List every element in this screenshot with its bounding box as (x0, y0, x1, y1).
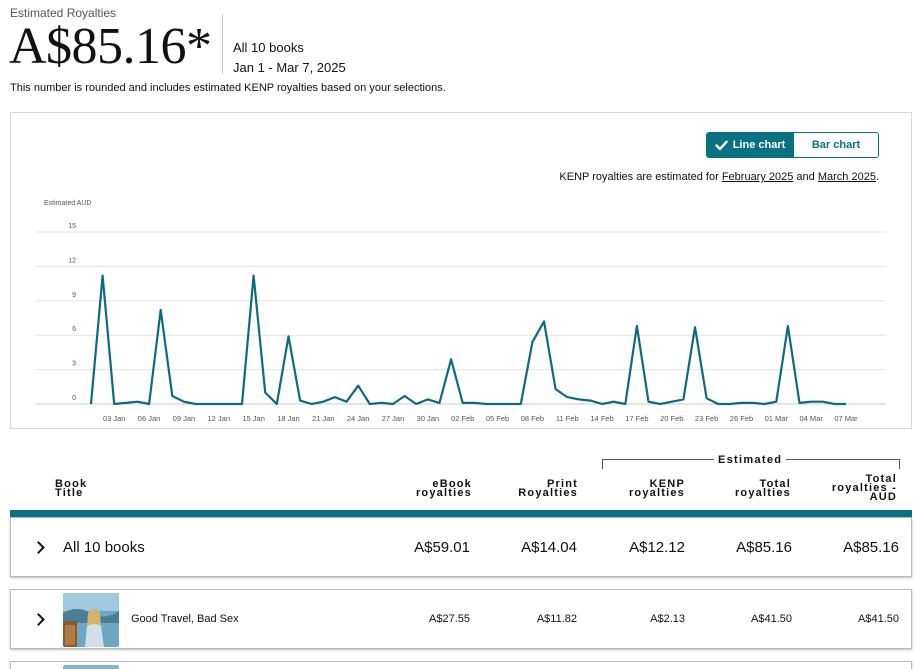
line-chart-button[interactable]: Line chart (707, 133, 793, 157)
header-divider (222, 14, 223, 74)
row-total-royalties: A$85.16 (736, 539, 792, 556)
column-header-total-royalties: royalties (734, 487, 791, 499)
x-tick-label: 24 Jan (347, 414, 370, 423)
table-row-book[interactable] (10, 661, 912, 669)
x-tick-label: 11 Feb (556, 414, 579, 423)
column-header-print-royalties: Royalties (518, 487, 578, 499)
chart-panel (10, 112, 912, 429)
column-header-print: Print (546, 478, 578, 490)
column-header-aud: AUD (869, 491, 897, 503)
kenp-note-suffix: . (875, 171, 879, 183)
x-tick-label: 26 Feb (730, 414, 753, 423)
x-tick-label: 15 Jan (242, 414, 265, 423)
x-tick-label: 17 Feb (625, 414, 648, 423)
x-tick-label: 06 Jan (138, 414, 161, 423)
bar-chart-button[interactable]: Bar chart (793, 133, 878, 157)
x-tick-label: 07 Mar (834, 414, 858, 423)
march-2025-link[interactable]: March 2025 (817, 171, 876, 183)
row-total-royalties-aud: A$41.50 (858, 613, 899, 625)
x-tick-label: 04 Mar (799, 414, 823, 423)
book-cover-thumbnail[interactable] (63, 593, 119, 647)
line-chart-label: Line chart (732, 139, 786, 151)
table-row-all-books[interactable]: All 10 books A$59.01 A$14.04 A$12.12 A$8… (10, 517, 912, 577)
royalties-line-chart: Estimated AUD 0 3 6 9 12 15 03 Jan 06 Jan 09 Ja… (36, 200, 886, 423)
x-tick-label: 23 Feb (695, 414, 718, 423)
row-title[interactable]: Good Travel, Bad Sex (131, 613, 239, 625)
row-total-royalties: A$41.50 (751, 613, 792, 625)
book-cover-image (63, 593, 119, 647)
y-axis-title: Estimated AUD (44, 200, 91, 207)
x-tick-label: 30 Jan (417, 414, 440, 423)
x-tick-label: 01 Mar (765, 414, 789, 423)
x-tick-label: 08 Feb (521, 414, 544, 423)
row-total-royalties-aud: A$85.16 (843, 539, 899, 556)
column-header-ebook: eBook (432, 478, 472, 490)
february-2025-link[interactable]: February 2025 (721, 171, 794, 183)
series-line-estimated-aud (89, 274, 846, 406)
y-tick-label: 12 (68, 257, 76, 264)
estimated-royalties-label: Estimated Royalties (10, 6, 117, 20)
chart-type-toggle: Line chart Bar chart (706, 132, 879, 158)
x-tick-label: 27 Jan (382, 414, 405, 423)
rounding-note: This number is rounded and includes esti… (10, 82, 446, 94)
x-tick-label: 03 Jan (103, 414, 126, 423)
x-tick-label: 14 Feb (590, 414, 613, 423)
column-header-total-aud: Total (865, 473, 897, 485)
chevron-right-icon[interactable] (32, 541, 45, 554)
table-row-book[interactable]: Good Travel, Bad Sex A$27.55 A$11.82 A$2… (10, 589, 912, 649)
chevron-right-icon[interactable] (32, 613, 45, 626)
row-ebook-royalties: A$59.01 (414, 539, 470, 556)
y-tick-label: 15 (68, 223, 76, 230)
x-tick-label: 12 Jan (208, 414, 231, 423)
column-header-book: Book (55, 478, 88, 490)
row-kenp-royalties: A$2.13 (650, 613, 685, 625)
royalties-amount: A$85.16* (9, 18, 212, 75)
column-header-ebook-royalties: royalties (415, 487, 472, 499)
y-tick-label: 6 (72, 326, 76, 333)
kenp-estimate-note: KENP royalties are estimated for Februar… (559, 171, 879, 183)
books-scope-label: All 10 books (233, 40, 304, 55)
x-tick-label: 20 Feb (660, 414, 683, 423)
x-tick-label: 21 Jan (312, 414, 335, 423)
row-kenp-royalties: A$12.12 (629, 539, 685, 556)
column-header-total: Total (759, 478, 791, 490)
estimated-group-label: Estimated (714, 454, 787, 466)
y-tick-label: 3 (72, 361, 76, 368)
y-tick-label: 0 (72, 395, 76, 402)
column-header-royalties-dash: royalties - (831, 482, 897, 494)
date-range-label: Jan 1 - Mar 7, 2025 (233, 60, 346, 75)
row-print-royalties: A$11.82 (536, 613, 577, 625)
book-cover-thumbnail[interactable] (63, 665, 119, 669)
x-tick-label: 09 Jan (173, 414, 196, 423)
row-print-royalties: A$14.04 (521, 539, 577, 556)
table-header-accent-bar (10, 510, 912, 517)
x-tick-label: 05 Feb (486, 414, 509, 423)
column-header-kenp-royalties: royalties (628, 487, 685, 499)
x-tick-label: 02 Feb (451, 414, 474, 423)
kenp-note-middle: and (793, 171, 818, 183)
kenp-note-prefix: KENP royalties are estimated for (559, 171, 722, 183)
y-tick-label: 9 (72, 292, 76, 299)
row-title: All 10 books (63, 539, 145, 556)
checkmark-icon (715, 140, 728, 150)
row-ebook-royalties: A$27.55 (429, 613, 470, 625)
column-header-title: Title (55, 487, 84, 499)
column-header-kenp: KENP (649, 478, 685, 490)
x-tick-label: 18 Jan (277, 414, 300, 423)
